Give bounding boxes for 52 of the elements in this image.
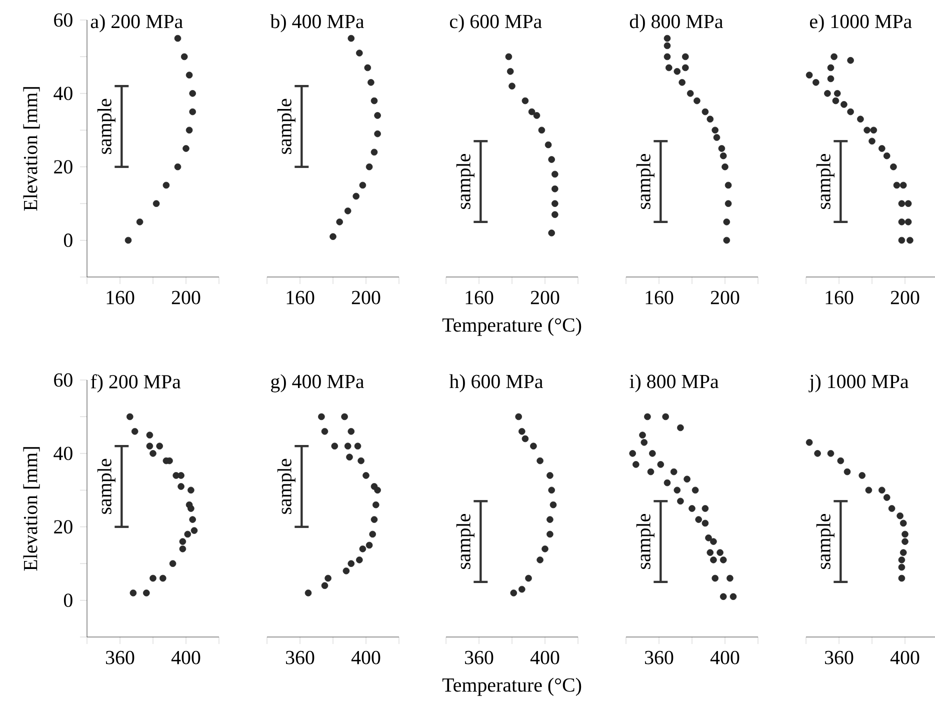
annotation: sample — [456, 514, 474, 569]
chart-title: h) 600 MPa — [449, 374, 543, 392]
annotation: sample — [636, 154, 654, 209]
y-axis-title: Elevation [mm] — [23, 447, 40, 571]
y-tick-label: 40 — [54, 86, 72, 100]
chart-title: e) 1000 MPa — [810, 14, 912, 32]
y-tick-label: 0 — [64, 594, 72, 607]
y-tick-label: 60 — [54, 13, 72, 27]
x-tick-label: 360 — [465, 650, 494, 664]
y-axis-title: Elevation [mm] — [23, 87, 40, 211]
x-tick-label: 400 — [530, 650, 560, 664]
x-tick-label: 400 — [710, 650, 740, 664]
x-tick-label: 360 — [106, 650, 134, 664]
x-tick-label: 360 — [645, 650, 674, 664]
chart-title: f) 200 MPa — [90, 374, 181, 392]
y-tick-label: 20 — [54, 160, 72, 174]
annotation: sample — [816, 514, 834, 569]
x-tick-label: 200 — [530, 290, 560, 304]
y-tick-label: 40 — [54, 446, 72, 460]
chart-title: i) 800 MPa — [630, 374, 719, 392]
annotation: sample — [456, 154, 474, 209]
y-tick-label: 20 — [54, 520, 72, 534]
x-tick-label: 160 — [826, 290, 854, 304]
y-tick-label: 0 — [64, 234, 72, 247]
chart-title: g) 400 MPa — [271, 374, 364, 392]
x-tick-label: 200 — [352, 290, 380, 304]
x-tick-label: 200 — [710, 290, 740, 304]
x-tick-label: 200 — [172, 290, 200, 304]
x-tick-label: 160 — [646, 290, 674, 304]
x-tick-label: 400 — [351, 650, 380, 664]
x-tick-label: 400 — [171, 650, 200, 664]
x-tick-label: 160 — [286, 290, 314, 304]
chart-title: d) 800 MPa — [630, 14, 724, 32]
annotation: sample — [277, 458, 296, 514]
annotation: sample — [277, 98, 296, 154]
x-axis-title: Temperature (°C) — [442, 678, 582, 696]
x-tick-label: 360 — [825, 650, 854, 664]
y-tick-label: 60 — [54, 373, 72, 387]
annotation: sample — [97, 98, 116, 154]
x-tick-label: 160 — [106, 290, 134, 304]
annotation: sample — [816, 154, 834, 209]
chart-title: c) 600 MPa — [450, 14, 542, 32]
x-tick-label: 200 — [890, 290, 920, 304]
x-tick-label: 360 — [286, 650, 314, 664]
annotation: sample — [636, 514, 654, 569]
annotation: sample — [97, 458, 116, 514]
x-tick-label: 400 — [890, 650, 920, 664]
chart-title: j) 1000 MPa — [808, 374, 909, 392]
chart-title: a) 200 MPa — [90, 14, 183, 32]
x-tick-label: 160 — [466, 290, 494, 304]
x-axis-title: Temperature (°C) — [442, 318, 582, 336]
chart-title: b) 400 MPa — [270, 14, 364, 32]
